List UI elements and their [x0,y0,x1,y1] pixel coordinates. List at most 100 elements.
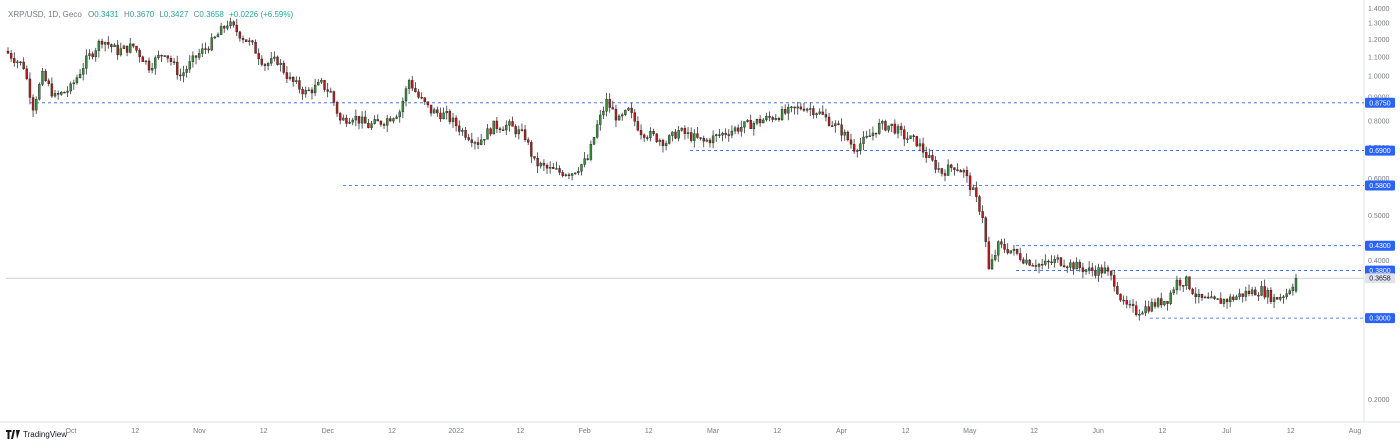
y-tick-label: 1.3000 [1368,21,1390,28]
candle-up [53,93,57,97]
candle-up [38,84,41,100]
candle-down [100,40,104,45]
level-label: 0.3800 [1369,268,1391,275]
candle-up [1103,267,1107,274]
candle-down [1066,266,1069,269]
candle-up [103,42,107,45]
candle-up [360,116,364,124]
candle-up [887,125,890,131]
candle-down [389,118,392,122]
x-tick-label: Oct [66,428,77,435]
candle-down [956,169,959,171]
candle-up [664,143,668,146]
candle-up [790,106,793,109]
candle-down [683,128,687,134]
candle-down [1275,297,1279,300]
x-tick-label: Apr [836,428,848,435]
y-tick-label: 0.6000 [1368,176,1390,183]
candle-down [1078,261,1081,268]
candle-up [1203,296,1207,299]
candle-down [968,175,972,190]
x-tick-label: Dec [322,428,335,435]
candle-up [226,25,229,29]
axes: 1.40001.30001.20001.10001.00000.90000.80… [0,0,1400,435]
candle-down [614,108,618,121]
candle-up [1012,248,1016,251]
x-tick-label: Jun [1093,428,1104,435]
level-label-box [1365,97,1395,108]
candle-down [950,164,953,168]
candle-down [520,129,524,131]
candle-down [1059,257,1063,266]
candle-down [169,58,173,63]
candle-up [351,119,354,123]
candle-up [1235,296,1238,300]
candle-down [689,132,693,141]
candle-up [273,56,276,59]
candle-up [859,143,862,151]
candle-down [310,89,314,94]
candle-down [138,50,141,58]
candle-down [9,53,13,59]
level-label: 0.6900 [1369,148,1391,155]
candle-up [548,166,552,169]
candle-down [1122,299,1125,302]
x-tick-label: 2022 [448,428,464,435]
change-value: +0.0226 (+6.59%) [229,10,294,19]
candle-up [442,112,445,120]
candle-up [129,43,132,53]
candle-up [60,91,63,95]
candle-down [376,119,379,122]
candle-up [595,124,599,138]
current-price-box [1365,273,1395,284]
candle-down [107,42,110,45]
candle-up [762,119,765,124]
candle-down [793,106,796,109]
candle-down [223,26,226,29]
candle-down [1181,285,1185,287]
candle-up [809,108,812,110]
candle-down [884,121,887,131]
candle-down [1178,279,1182,286]
candle-up [1282,296,1285,298]
candle-down [414,87,417,93]
candle-down [661,140,665,146]
candle-up [1025,259,1028,264]
candle-down [1188,276,1191,290]
candle-down [31,97,35,111]
y-tick-label: 0.8000 [1368,118,1390,125]
candle-down [379,120,383,125]
candle-down [840,124,843,136]
candle-down [934,160,937,170]
x-tick-label: 12 [1159,428,1167,435]
candle-up [505,125,508,131]
candle-up [1075,261,1078,270]
candle-up [1210,296,1213,299]
tradingview-brand[interactable]: TradingView [6,430,67,439]
candle-down [498,128,502,130]
candle-down [1219,298,1222,304]
candle-down [1019,253,1022,260]
candle-up [119,48,123,56]
candle-down [536,157,539,167]
candle-down [19,61,22,64]
candle-down [194,55,198,58]
candle-up [445,111,448,114]
candle-down [1072,262,1075,270]
candles [6,17,1298,321]
candle-up [66,90,69,93]
candle-down [943,173,947,176]
x-tick-label: 12 [902,428,910,435]
candle-up [1144,306,1147,314]
candle-up [1279,297,1282,300]
candle-down [285,72,289,79]
candle-down [1015,248,1019,254]
candle-down [802,108,806,111]
candle-down [852,144,856,152]
candle-up [320,80,323,83]
candle-down [718,134,721,136]
level-label: 0.8750 [1369,100,1391,107]
candle-down [135,45,138,51]
close-value: 0.3658 [199,10,224,19]
